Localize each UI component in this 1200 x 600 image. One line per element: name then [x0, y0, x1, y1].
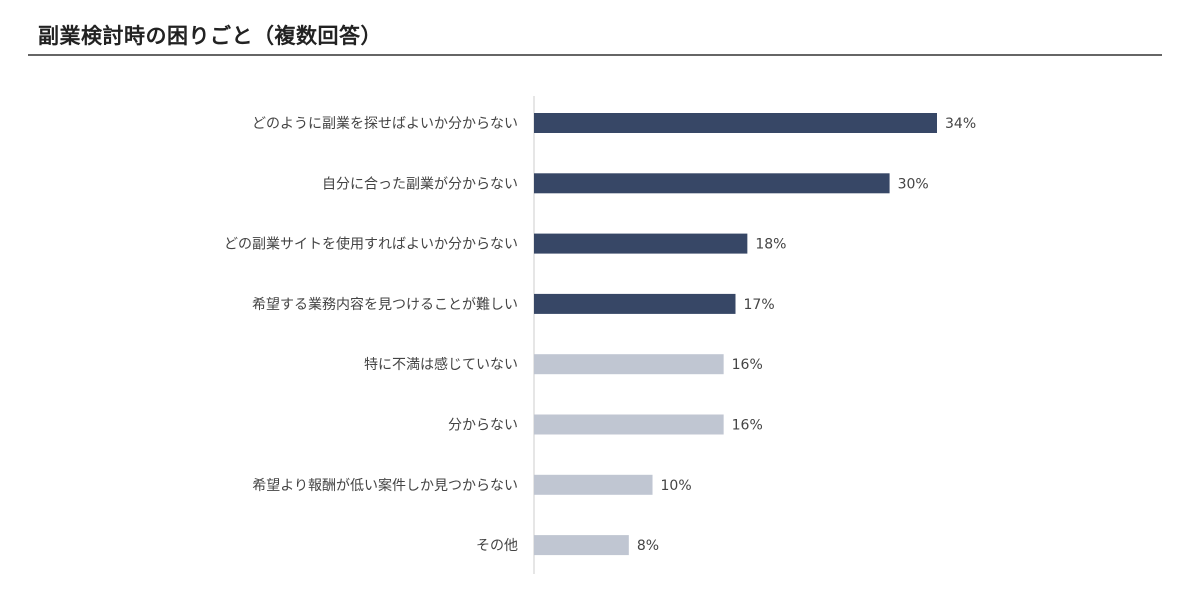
category-label: その他: [476, 538, 518, 554]
bar: [534, 354, 724, 375]
bar: [534, 173, 890, 194]
bar: [534, 113, 937, 133]
data-label: 10%: [661, 478, 692, 494]
bar: [534, 535, 629, 556]
data-label: 34%: [945, 116, 976, 132]
data-label: 16%: [732, 357, 763, 373]
chart-title: 副業検討時の困りごと（複数回答）: [38, 24, 382, 48]
category-label: 自分に合った副業が分からない: [322, 176, 518, 192]
data-label: 8%: [637, 538, 659, 554]
data-label: 16%: [732, 418, 763, 434]
bar: [534, 233, 748, 254]
bar: [534, 293, 736, 314]
category-label: どのように副業を探せばよいか分からない: [252, 116, 518, 132]
category-label: どの副業サイトを使用すればよいか分からない: [224, 236, 518, 253]
title-divider: [28, 54, 1162, 56]
bar: [534, 414, 724, 435]
category-label: 希望より報酬が低い案件しか見つからない: [252, 477, 518, 494]
category-label: 希望する業務内容を見つけることが難しい: [252, 296, 518, 313]
category-label: 特に不満は感じていない: [364, 356, 518, 373]
category-label: 分からない: [448, 418, 518, 434]
bar: [534, 474, 653, 495]
data-label: 30%: [898, 176, 929, 192]
data-label: 17%: [744, 297, 775, 313]
data-label: 18%: [755, 237, 786, 253]
